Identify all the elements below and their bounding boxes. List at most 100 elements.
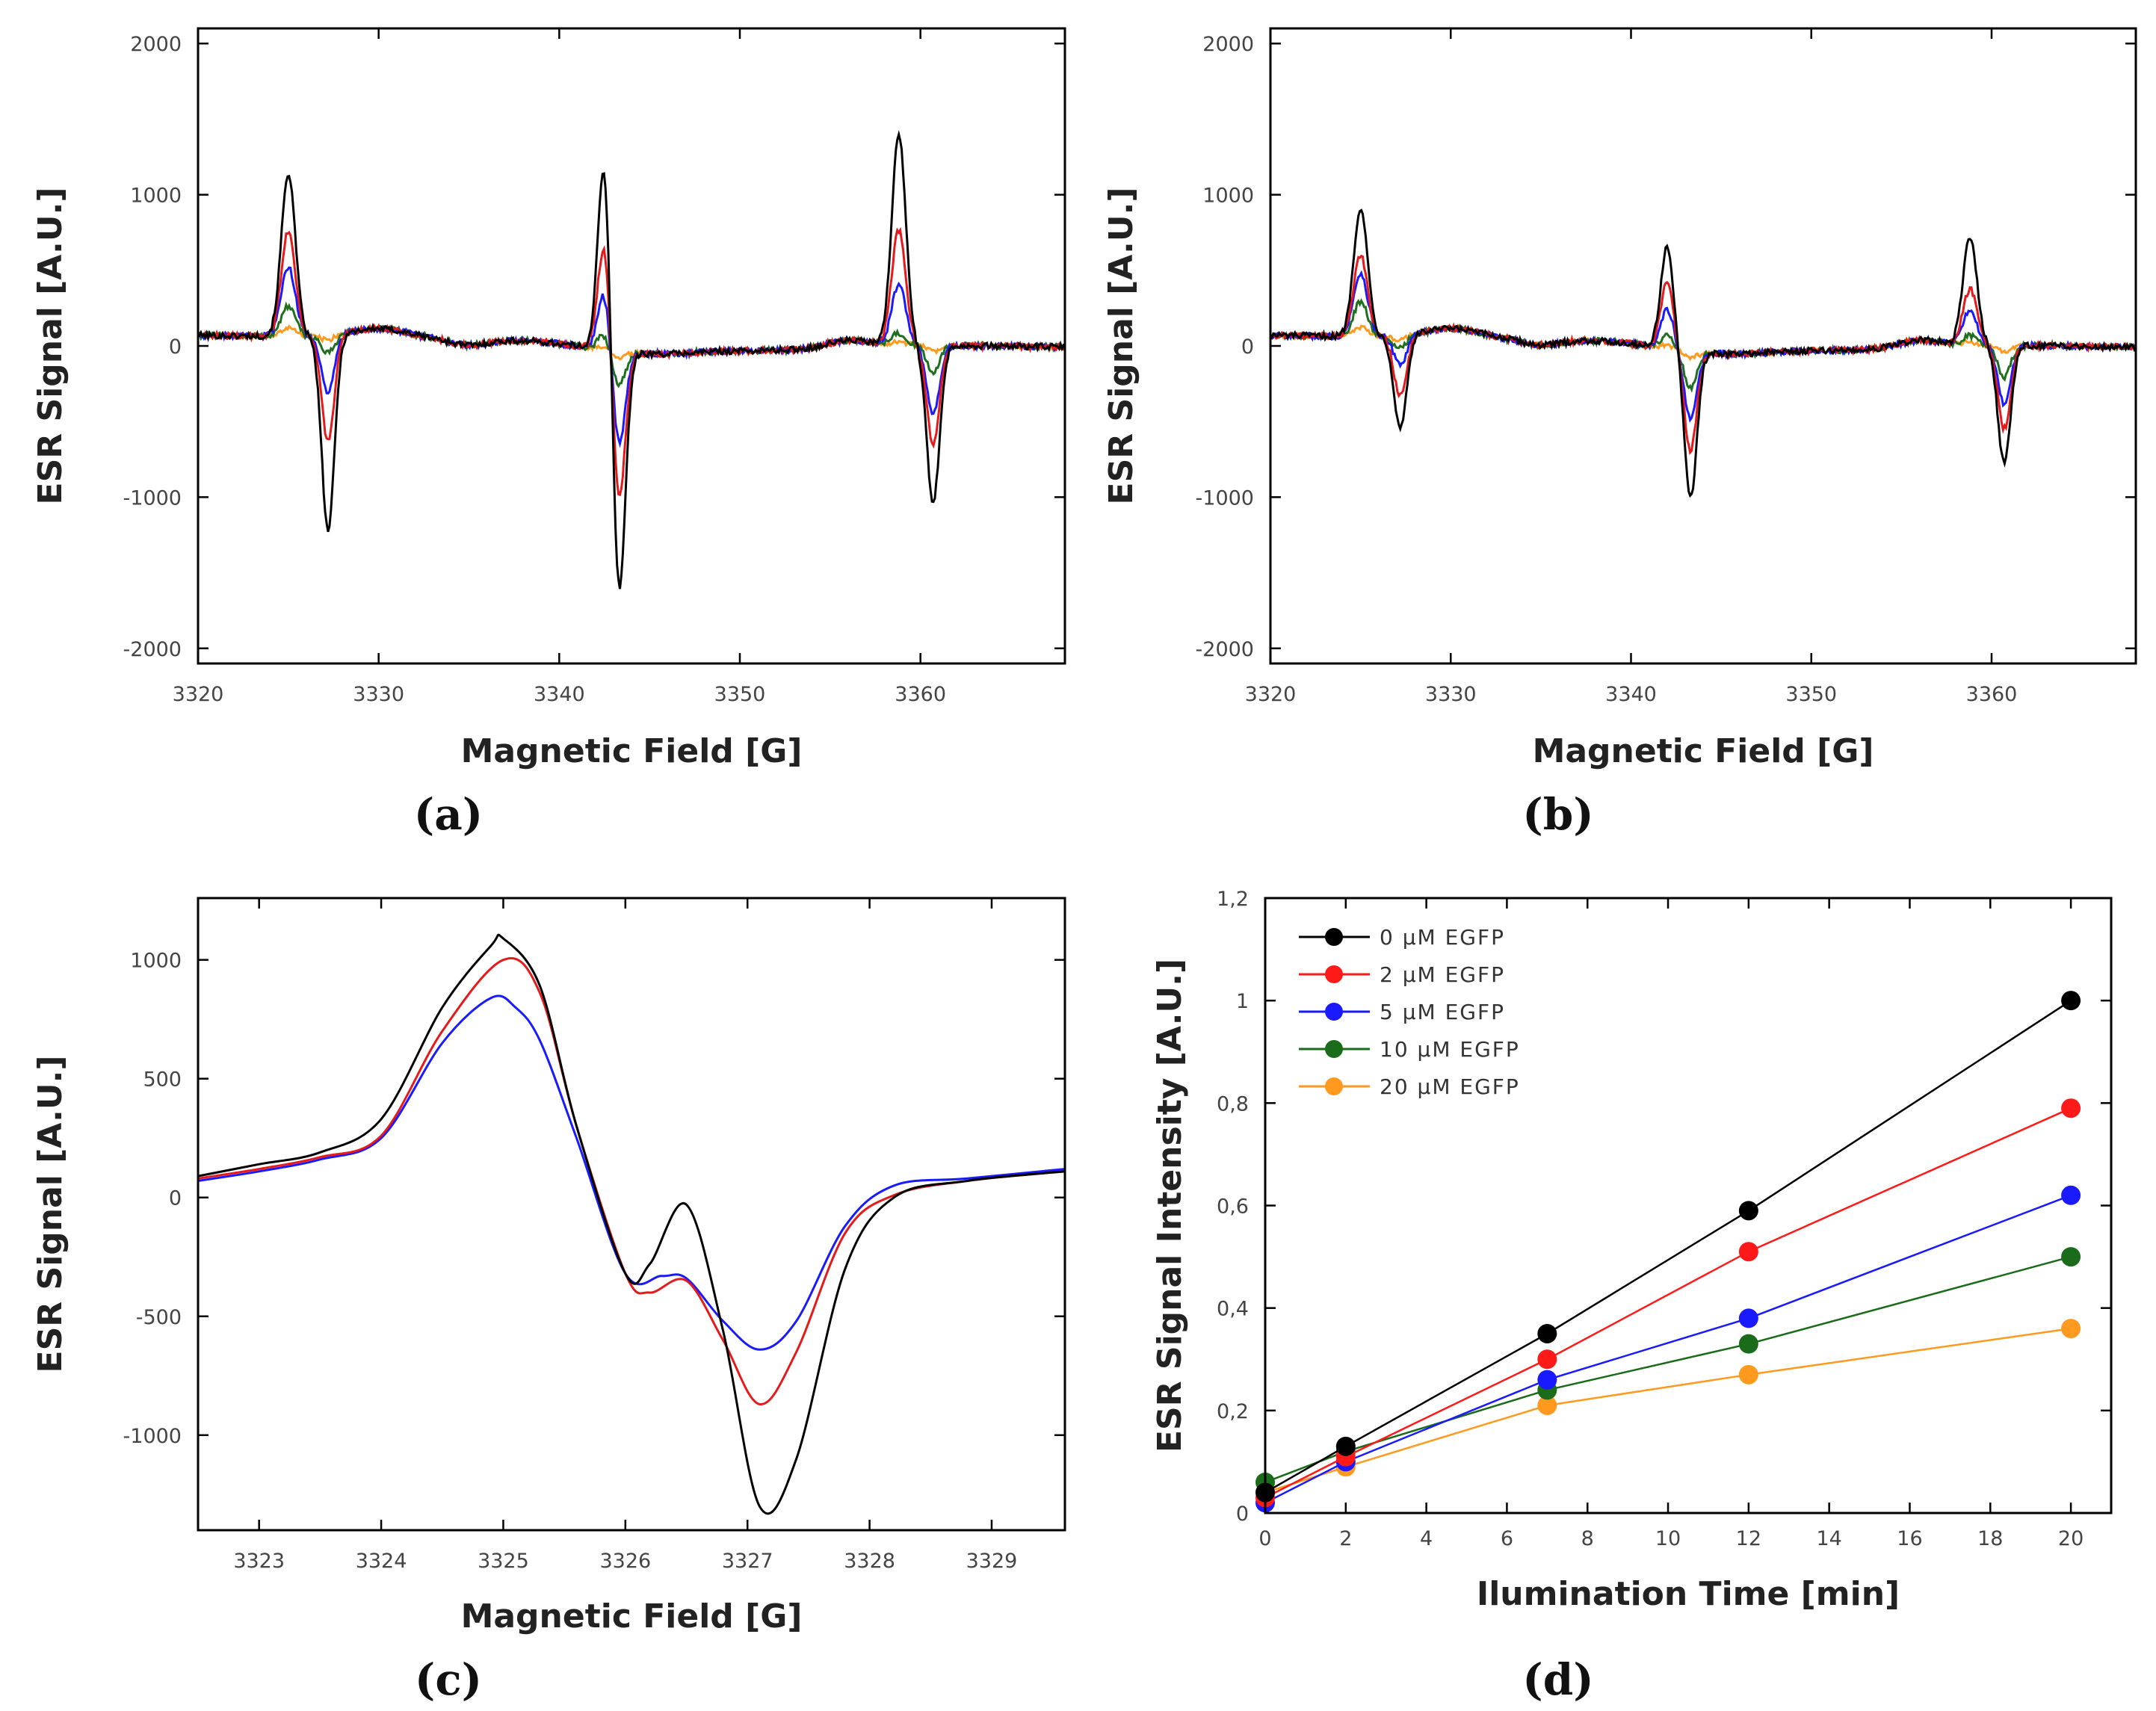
legend-label: 20 µM EGFP — [1380, 1074, 1520, 1099]
panel-label: (a) — [414, 789, 483, 840]
series-line-4 — [197, 324, 1066, 361]
y-tick-label: 1000 — [1202, 185, 1254, 208]
data-point — [1738, 1242, 1758, 1262]
x-tick-label: 14 — [1816, 1527, 1841, 1550]
x-tick-label: 3320 — [1245, 683, 1297, 706]
panel-2: 3323 3324 3325 3326 3327 3328 3329 -1000 -500 0 50… — [31, 897, 1066, 1705]
series-line-1 — [197, 957, 1066, 1405]
panel-label: (c) — [415, 1654, 482, 1705]
x-tick-label: 2 — [1339, 1527, 1352, 1550]
series-line-2 — [197, 994, 1066, 1351]
series-line-2 — [1264, 1194, 2072, 1504]
panel-3: 0 2 4 6 8 10 12 14 16 18 20 0 0,2 0,4 0,6 0,8 1 1,2 Ilumin… — [1151, 888, 2113, 1705]
plot-frame — [1264, 897, 2113, 1514]
x-tick-label: 3330 — [353, 683, 404, 706]
x-axis-title: Magnetic Field [G] — [461, 732, 803, 770]
plot-frame — [197, 897, 1066, 1532]
data-point — [1738, 1334, 1758, 1354]
y-tick-label: 2000 — [1202, 33, 1254, 56]
x-tick-label: 3327 — [722, 1550, 773, 1573]
y-tick-label: 2000 — [130, 33, 182, 56]
y-tick-label: -2000 — [1196, 638, 1254, 661]
panel-label: (d) — [1522, 1654, 1593, 1705]
y-tick-label: -1000 — [1196, 486, 1254, 510]
x-tick-label: 12 — [1736, 1527, 1761, 1550]
series-line-1 — [197, 226, 1066, 497]
legend-label: 0 µM EGFP — [1380, 925, 1505, 950]
y-axis-title: ESR Signal [A.U.] — [1102, 188, 1140, 505]
x-tick-label: 10 — [1655, 1527, 1681, 1550]
y-tick-label: 0 — [1241, 335, 1254, 359]
x-tick-label: 6 — [1501, 1527, 1513, 1550]
y-tick-label: 0 — [169, 1187, 182, 1210]
y-tick-label: 0 — [169, 335, 182, 359]
x-tick-label: 3324 — [356, 1550, 407, 1573]
series-line-4 — [1270, 324, 2137, 362]
plot-frame — [197, 27, 1066, 665]
x-tick-label: 0 — [1258, 1527, 1271, 1550]
panel-label: (b) — [1522, 789, 1593, 840]
x-tick-label: 18 — [1977, 1527, 2003, 1550]
x-tick-label: 20 — [2058, 1527, 2084, 1550]
y-tick-label: 1,2 — [1217, 888, 1249, 911]
x-tick-label: 8 — [1581, 1527, 1594, 1550]
y-tick-label: 0,2 — [1217, 1400, 1249, 1423]
data-point — [2061, 991, 2081, 1011]
x-tick-label: 3329 — [966, 1550, 1018, 1573]
x-tick-label: 16 — [1897, 1527, 1922, 1550]
legend: 0 µM EGFP 2 µM EGFP 5 µM EGFP 10 µM EGFP 20 … — [1299, 925, 1520, 1099]
x-tick-label: 4 — [1420, 1527, 1433, 1550]
x-tick-label: 3325 — [478, 1550, 529, 1573]
x-tick-label: 3326 — [599, 1550, 651, 1573]
legend-marker — [1325, 1077, 1343, 1095]
y-tick-label: 500 — [143, 1068, 182, 1092]
y-tick-label: 1 — [1236, 990, 1249, 1013]
x-tick-label: 3330 — [1425, 683, 1477, 706]
y-tick-label: -1000 — [123, 1425, 182, 1448]
legend-label: 5 µM EGFP — [1380, 1000, 1505, 1024]
y-tick-label: 0,6 — [1217, 1195, 1249, 1219]
legend-marker — [1325, 965, 1343, 983]
x-tick-label: 3350 — [1785, 683, 1837, 706]
y-tick-label: 1000 — [130, 185, 182, 208]
series-line-0 — [197, 130, 1066, 590]
x-axis-title: Magnetic Field [G] — [1533, 732, 1874, 770]
panel-0: 3320 3330 3340 3350 3360 -2000 -1000 0 1000 2000 M… — [31, 27, 1066, 840]
x-axis-title: Ilumination Time [min] — [1477, 1575, 1900, 1613]
x-tick-label: 3340 — [1605, 683, 1657, 706]
y-tick-label: 0,4 — [1217, 1298, 1249, 1321]
y-axis-title: ESR Signal Intensity [A.U.] — [1151, 959, 1189, 1452]
y-tick-label: 0 — [1236, 1503, 1249, 1526]
data-point — [2061, 1319, 2081, 1339]
data-point — [1537, 1349, 1557, 1370]
y-axis-title: ESR Signal [A.U.] — [31, 1056, 70, 1373]
series-line-4 — [1264, 1327, 2072, 1494]
data-point — [1738, 1364, 1758, 1384]
panel-1: 3320 3330 3340 3350 3360 -2000 -1000 0 1000 2000 M… — [1102, 27, 2137, 840]
y-tick-label: -500 — [136, 1306, 182, 1329]
data-point — [2061, 1098, 2081, 1119]
plot-frame — [1269, 27, 2137, 665]
y-axis-title: ESR Signal [A.U.] — [31, 188, 70, 505]
legend-label: 10 µM EGFP — [1380, 1037, 1520, 1062]
legend-label: 2 µM EGFP — [1380, 962, 1505, 987]
x-tick-label: 3320 — [173, 683, 224, 706]
x-tick-label: 3360 — [1966, 683, 2018, 706]
series-line-3 — [1264, 1255, 2072, 1483]
x-tick-label: 3350 — [714, 683, 766, 706]
series-line-0 — [1269, 208, 2137, 498]
series-line-2 — [197, 266, 1066, 448]
legend-marker — [1325, 1040, 1343, 1058]
legend-marker — [1325, 928, 1343, 946]
data-point — [1738, 1201, 1758, 1221]
x-tick-label: 3323 — [233, 1550, 285, 1573]
y-tick-label: 1000 — [130, 950, 182, 973]
data-point — [1335, 1436, 1356, 1456]
series-line-0 — [197, 933, 1066, 1515]
data-point — [1537, 1323, 1557, 1343]
legend-marker — [1325, 1003, 1343, 1021]
data-point — [1537, 1395, 1557, 1415]
data-point — [2061, 1185, 2081, 1205]
x-axis-title: Magnetic Field [G] — [461, 1597, 803, 1636]
